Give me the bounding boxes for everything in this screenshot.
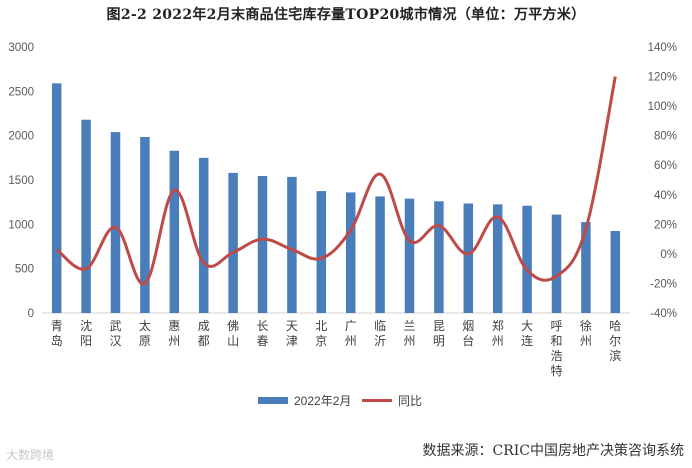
category-label: 天津 <box>286 319 298 348</box>
left-tick-label: 3000 <box>8 42 34 54</box>
bar-兰州 <box>404 198 415 313</box>
bar-郑州 <box>492 204 503 313</box>
category-label: 昆明 <box>433 319 445 348</box>
bar-天津 <box>287 176 297 313</box>
legend: 2022年2月 同比 <box>258 394 422 408</box>
right-tick-label: -20% <box>650 278 677 290</box>
bar-徐州 <box>581 222 591 313</box>
bar-武汉 <box>110 132 121 313</box>
category-label: 武汉 <box>109 319 121 348</box>
right-tick-label: 20% <box>654 219 677 231</box>
category-label: 北京 <box>315 319 327 348</box>
bar-昆明 <box>434 201 444 313</box>
bar-series <box>51 83 621 313</box>
right-tick-label: 140% <box>648 42 677 54</box>
bar-沈阳 <box>81 119 91 313</box>
bar-惠州 <box>169 150 180 313</box>
chart-title: 图2-2 2022年2月末商品住宅库存量TOP20城市情况（单位：万平方米） <box>106 7 586 23</box>
legend-bar-swatch <box>258 397 288 404</box>
right-tick-label: 80% <box>654 131 677 143</box>
category-label: 兰州 <box>403 319 415 348</box>
category-label: 烟台 <box>462 319 474 348</box>
right-tick-label: 100% <box>648 101 677 113</box>
right-tick-label: 120% <box>648 72 677 84</box>
bar-呼和浩特 <box>551 214 562 313</box>
right-axis-ticks: -40% -20% 0% 20% 40% 60% 80% 100% 120% 140% <box>648 42 677 320</box>
left-tick-label: 2000 <box>8 131 34 143</box>
category-label: 惠州 <box>168 319 180 348</box>
category-label: 长春 <box>256 319 268 348</box>
left-tick-label: 500 <box>15 264 34 276</box>
legend-bar-label: 2022年2月 <box>294 394 351 408</box>
bar-大连 <box>522 205 532 313</box>
category-label: 徐州 <box>580 318 592 348</box>
watermark: 大数跨境 <box>6 448 55 462</box>
category-label: 广州 <box>345 319 357 348</box>
category-label: 佛山 <box>227 319 239 348</box>
category-label: 郑州 <box>492 318 504 348</box>
right-tick-label: 0% <box>660 249 677 261</box>
bar-哈尔滨 <box>610 230 621 313</box>
category-label: 大连 <box>521 319 533 348</box>
category-label: 临沂 <box>374 319 386 348</box>
category-label: 太原 <box>139 318 151 348</box>
bar-青岛 <box>51 83 62 313</box>
bar-广州 <box>345 192 356 313</box>
bar-长春 <box>257 176 268 313</box>
legend-line-label: 同比 <box>398 394 422 408</box>
category-label: 成都 <box>198 319 210 348</box>
category-label: 沈阳 <box>80 318 92 348</box>
bar-佛山 <box>228 172 238 313</box>
left-tick-label: 1000 <box>8 219 34 231</box>
data-source: 数据来源：CRIC中国房地产决策咨询系统 <box>422 443 685 459</box>
yoy-line <box>55 76 617 286</box>
left-axis-ticks: 0 500 1000 1500 2000 2500 3000 <box>8 42 34 320</box>
bar-成都 <box>198 157 209 313</box>
right-tick-label: 40% <box>654 190 677 202</box>
category-label: 哈尔滨 <box>609 319 621 363</box>
bar-烟台 <box>463 203 474 313</box>
right-tick-label: -40% <box>650 308 677 320</box>
right-tick-label: 60% <box>654 160 677 172</box>
left-tick-label: 1500 <box>8 175 34 187</box>
bar-太原 <box>140 136 150 313</box>
category-label: 青岛 <box>51 319 63 348</box>
left-tick-label: 0 <box>28 308 34 320</box>
bar-临沂 <box>375 196 385 313</box>
left-tick-label: 2500 <box>8 86 34 98</box>
category-label: 呼和浩特 <box>550 319 562 378</box>
bar-北京 <box>316 191 327 313</box>
